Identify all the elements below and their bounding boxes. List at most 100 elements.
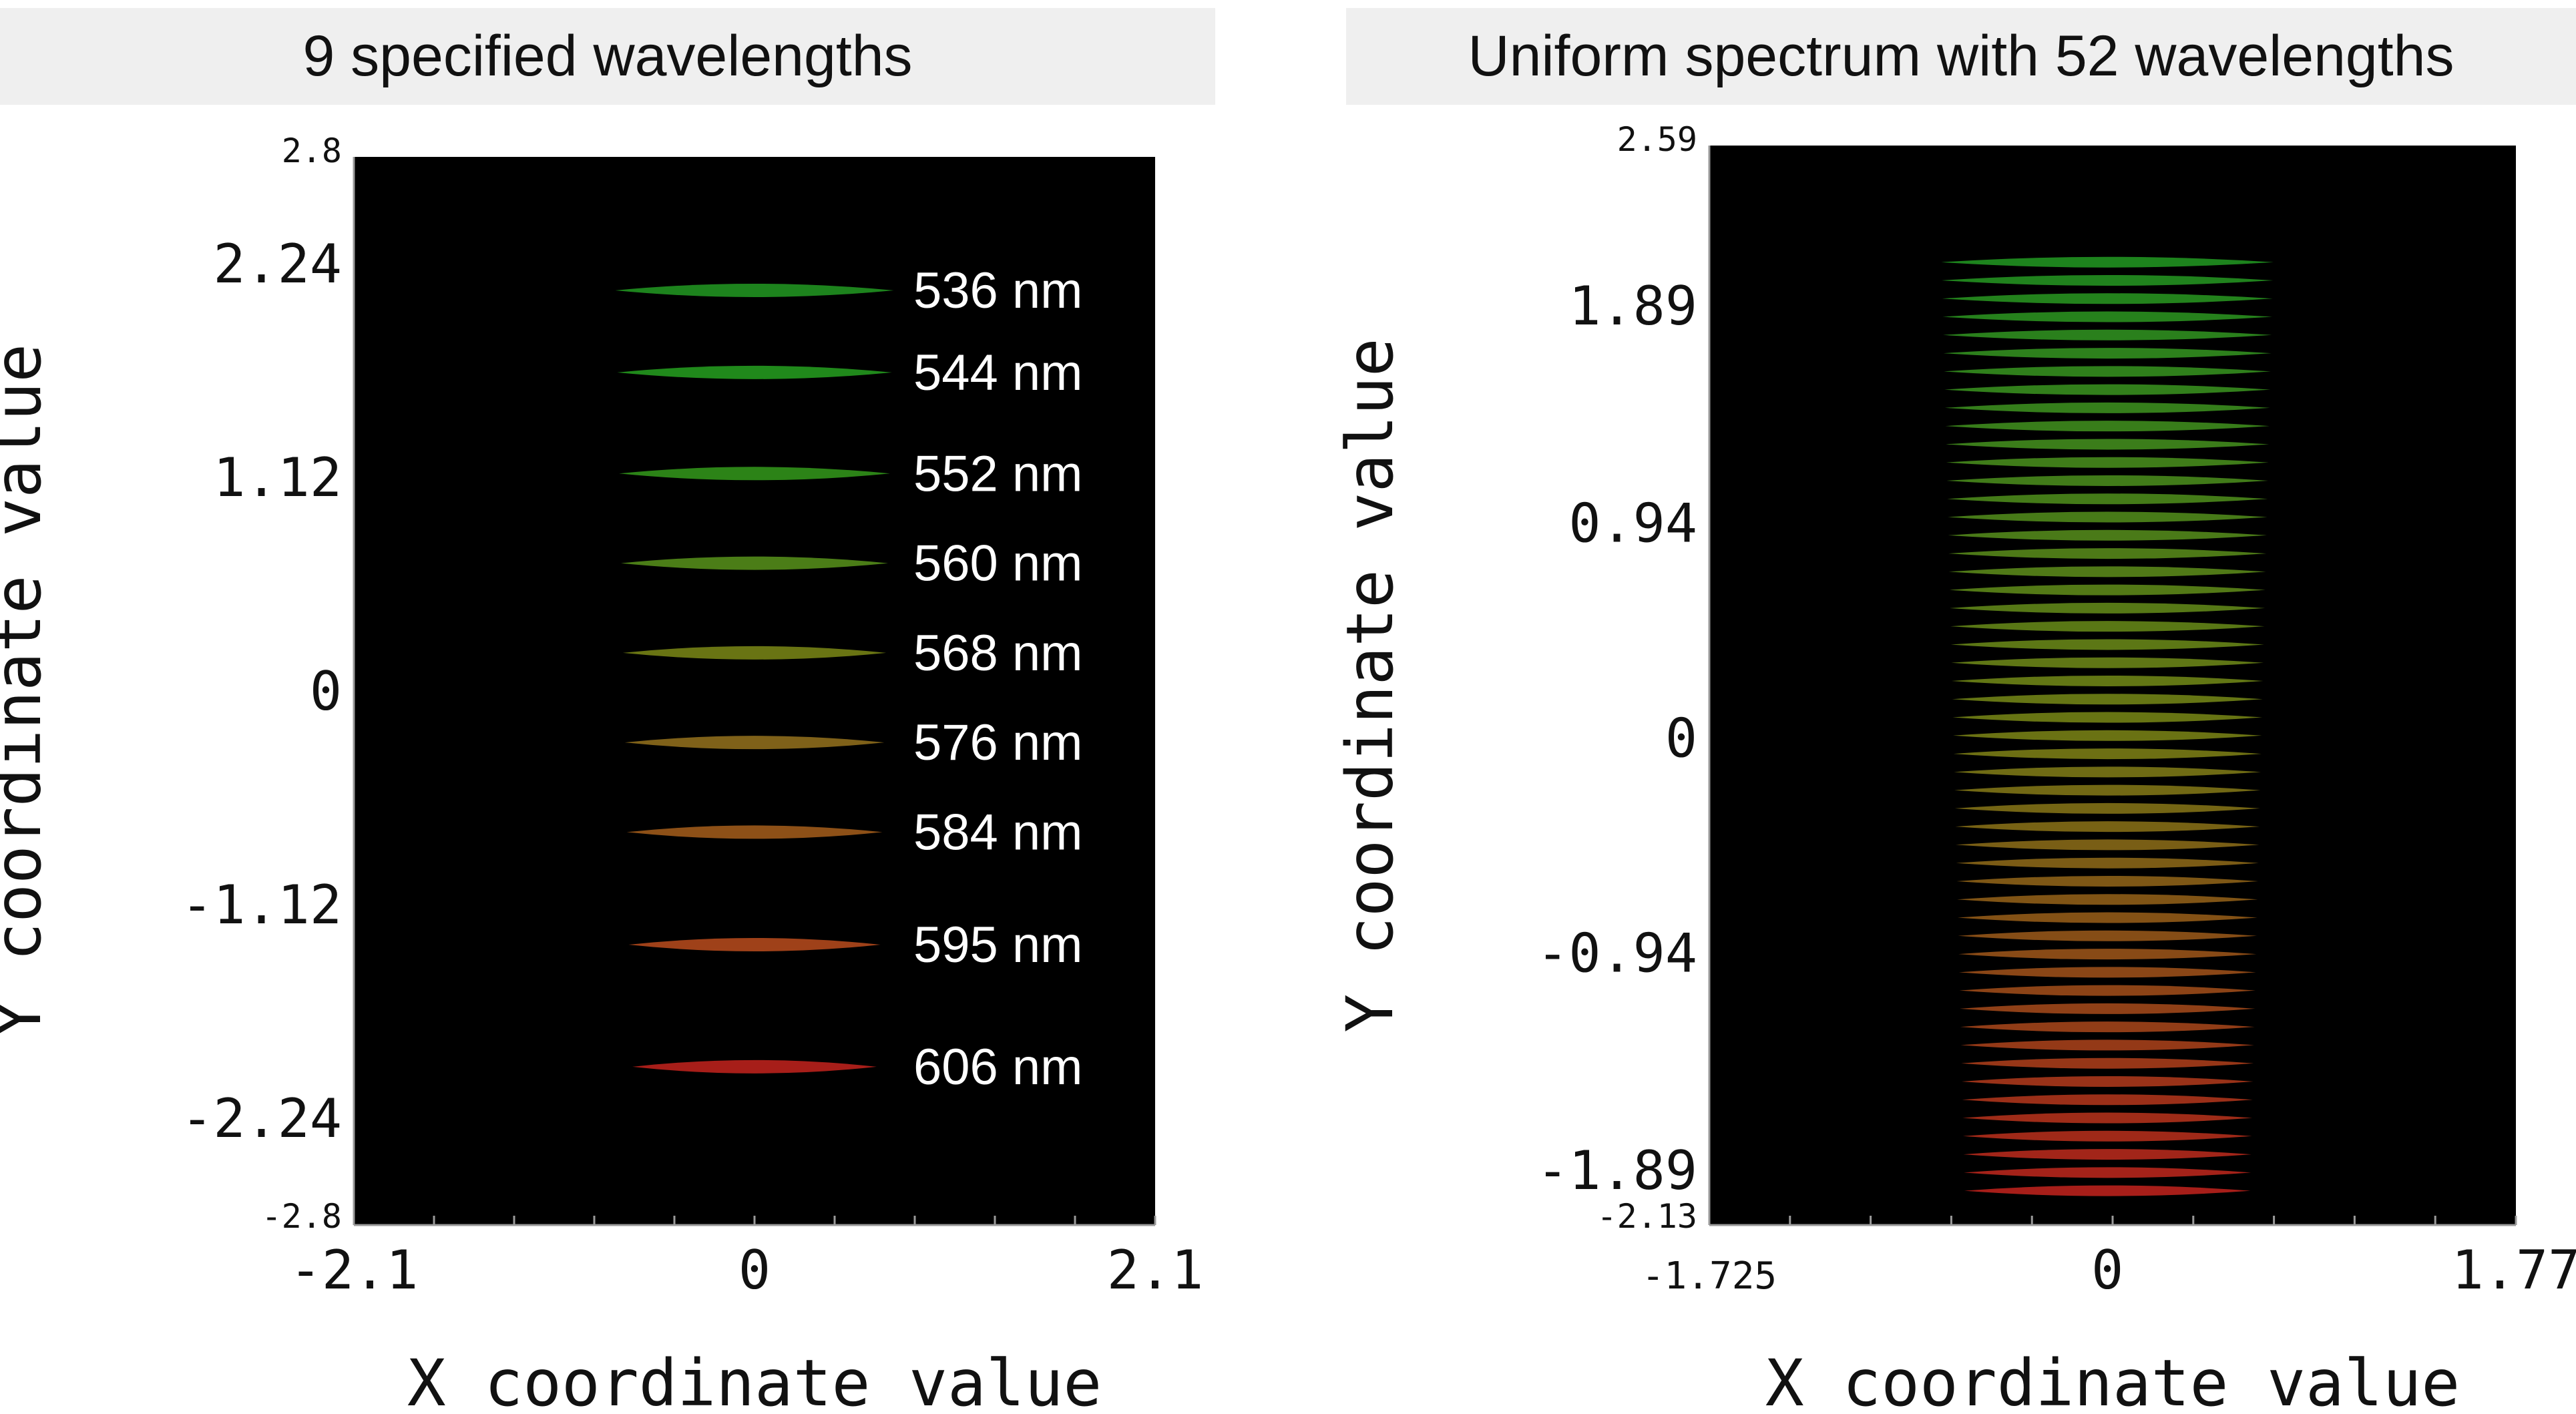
spectrum-line [1946,475,2268,486]
x-axis-title: X coordinate value [407,1346,1102,1414]
y-axis-title: Y coordinate value [0,344,55,1038]
x-axis-title: X coordinate value [1765,1346,2460,1414]
y-axis-title: Y coordinate value [1333,338,1408,1032]
x-tick-label: -2.1 [290,1239,419,1301]
spectrum-line [1948,566,2266,577]
spectrum-line [1944,402,2270,413]
spectrum-line [1956,875,2259,887]
spectrum-line [1961,1076,2253,1087]
wavelength-label: 584 nm [913,804,1083,861]
y-tick-label: 1.89 [1568,275,1697,337]
spectrum-line [1947,493,2268,505]
spectrum-line [1943,329,2272,340]
y-tick-label: 0.94 [1568,492,1697,554]
spectrum-line [1954,802,2260,814]
spectrum-line [1953,748,2262,760]
spectrum-line [1958,967,2256,978]
left-panel-title: 9 specified wavelengths [0,8,1215,105]
spectrum-line [1954,784,2261,796]
wavelength-line [621,556,888,570]
spectrum-line [1961,1057,2254,1069]
spectrum-line [1960,1039,2254,1051]
wavelength-label: 544 nm [913,344,1083,401]
y-tick-label: 2.24 [213,233,342,295]
spectrum-line [1950,602,2266,614]
spectrum-line [1944,366,2272,377]
wavelength-label: 552 nm [913,445,1083,502]
wavelength-label: 536 nm [913,262,1083,319]
spectrum-line [1949,584,2266,596]
spectrum-line [1950,639,2264,650]
y-tick-label: -1.12 [181,874,342,936]
y-tick-label: 1.12 [213,447,342,509]
spectrum-line [1943,348,2272,359]
spectrum-line [1946,439,2270,450]
spectrum-line [1959,985,2256,996]
spectrum-line [1948,529,2267,541]
wavelength-label: 560 nm [913,535,1083,592]
x-tick-label: -1.725 [1642,1254,1777,1298]
wavelength-label: 568 nm [913,625,1083,682]
right-chart: 2.59 1.89 0.94 0 -0.94 -1.89-2.13 -1.725 0 1.77 X… [1333,120,2576,1414]
spectrum-line [1956,857,2259,869]
wavelength-line [628,938,881,951]
spectrum-line [1958,949,2257,960]
spectrum-line [1960,1021,2255,1033]
plot-area [354,157,1155,1225]
spectrum-line [1958,930,2258,941]
spectrum-line [1957,912,2258,923]
spectrum-line [1944,384,2271,395]
spectrum-line [1947,511,2268,523]
y-tick-label: 0 [1665,707,1697,769]
y-tick-label: -2.8 [262,1197,342,1236]
wavelength-line [622,646,887,660]
wavelength-label: 595 nm [913,917,1083,973]
wavelength-line [619,467,890,481]
spectrum-line [1942,311,2273,322]
spectrum-line [1962,1130,2252,1142]
y-tick-label: 0 [310,660,342,722]
y-tick-label: -2.13 [1596,1197,1697,1236]
spectrum-line [1950,621,2265,632]
spectrum-line [1951,675,2264,686]
spectrum-line [1952,694,2263,705]
wavelength-label: 606 nm [913,1039,1083,1096]
x-tick-label: 0 [2091,1239,2123,1301]
spectrum-line [1952,730,2262,741]
spectrum-line [1963,1149,2251,1160]
y-tick-label: -0.94 [1536,922,1697,984]
wavelength-line [615,284,894,297]
spectrum-line [1962,1112,2253,1124]
spectrum-line [1964,1167,2251,1178]
spectrum-line [1948,548,2267,559]
right-panel-title: Uniform spectrum with 52 wavelengths [1346,8,2576,105]
spectrum-line [1960,1003,2256,1014]
y-tick-label: -2.24 [181,1088,342,1150]
wavelength-line [632,1059,877,1074]
x-tick-label: 1.77 [2452,1239,2576,1301]
y-tick-label: -1.89 [1536,1140,1697,1202]
spectrum-line [1945,421,2270,432]
wavelength-line [624,736,885,750]
spectrum-line [1942,274,2274,286]
spectrum-line [1942,293,2273,304]
spectrum-line [1951,657,2264,668]
wavelength-label: 576 nm [913,714,1083,771]
spectrum-line [1956,839,2260,851]
spectrum-line [1962,1094,2253,1106]
spectrum-line [1964,1185,2251,1196]
spectrum-line [1941,256,2274,268]
left-chart: 2.8 2.24 1.12 0 -1.12 -2.24 -2.8-2.1 0 2.1X coor… [0,132,1203,1414]
x-tick-label: 2.1 [1107,1239,1204,1301]
y-tick-label: 2.8 [282,132,342,170]
x-tick-label: 0 [738,1239,771,1301]
wavelength-line [626,825,883,839]
spectrum-line [1952,712,2263,723]
wavelength-line [617,365,892,379]
spectrum-line [1954,766,2262,778]
spectrum-line [1957,894,2258,905]
spectrum-line [1946,457,2269,468]
spectrum-line [1955,821,2260,833]
y-tick-label: 2.59 [1617,120,1697,159]
